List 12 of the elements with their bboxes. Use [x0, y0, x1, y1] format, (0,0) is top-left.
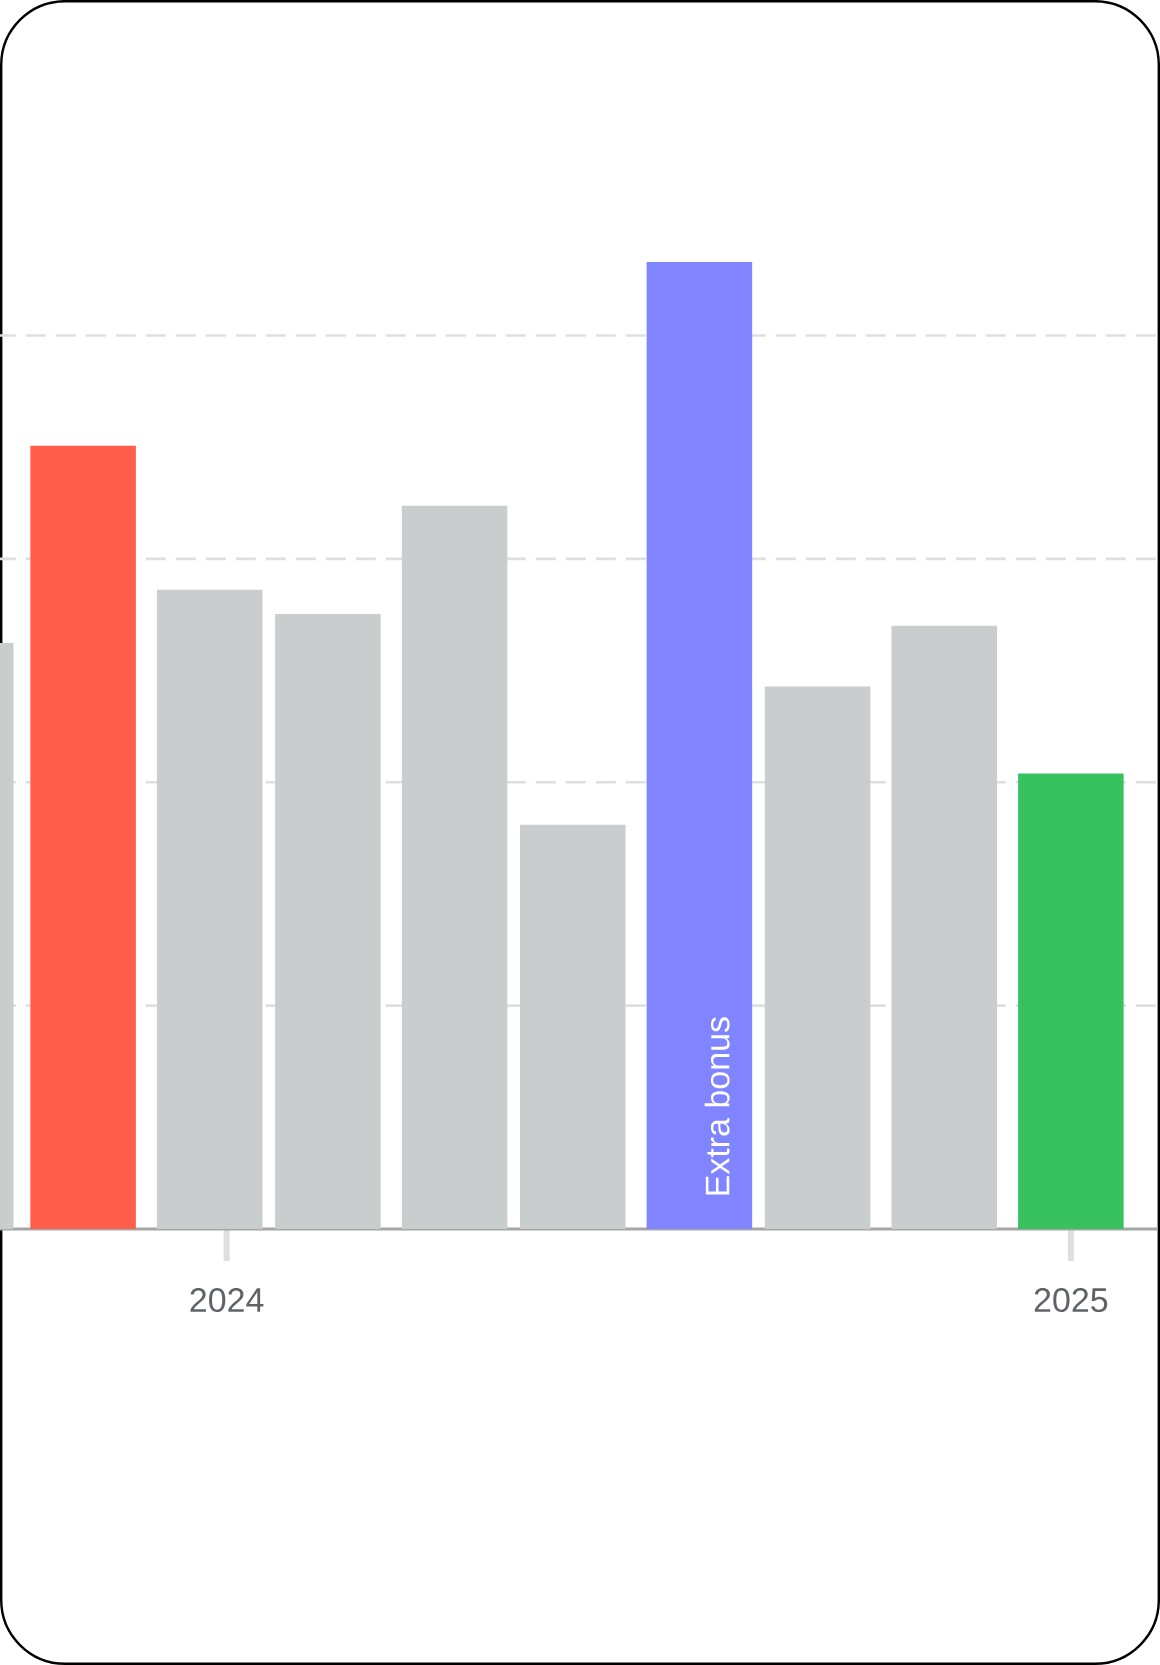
bar [156, 589, 263, 1229]
bar [646, 262, 753, 1229]
bar [1018, 773, 1124, 1229]
bar [401, 505, 508, 1229]
bar [519, 824, 626, 1229]
x-tick-label: 2025 [1034, 1288, 1108, 1313]
x-tick-label: 2024 [190, 1288, 264, 1313]
bar [764, 686, 871, 1229]
bar [30, 445, 136, 1229]
annotation: Extra bonus [704, 1017, 730, 1195]
bar [275, 614, 381, 1229]
bar [891, 625, 997, 1229]
